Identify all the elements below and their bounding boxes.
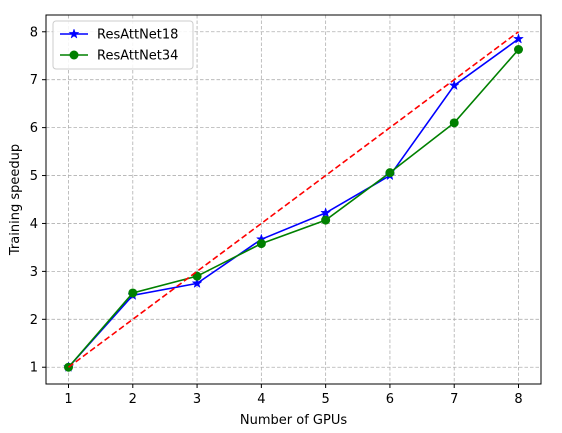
y-tick-label: 6 bbox=[30, 121, 38, 136]
series-line bbox=[67, 38, 519, 368]
star-marker bbox=[448, 79, 460, 91]
series-line bbox=[67, 48, 520, 368]
circle-marker bbox=[449, 118, 459, 128]
x-tick-label: 2 bbox=[129, 392, 137, 407]
y-tick-label: 5 bbox=[30, 169, 38, 184]
y-tick-label: 4 bbox=[30, 217, 38, 232]
circle-marker bbox=[385, 168, 395, 178]
grid-lines bbox=[46, 15, 541, 384]
legend-box bbox=[52, 20, 194, 70]
legend-label: ResAttNet18 bbox=[97, 28, 178, 43]
circle-marker bbox=[514, 45, 523, 55]
star-marker bbox=[68, 28, 80, 39]
circle-marker bbox=[128, 288, 138, 298]
series-group bbox=[64, 45, 523, 372]
x-axis-label: Number of GPUs bbox=[240, 413, 347, 428]
plot-frame bbox=[45, 14, 542, 385]
x-tick-label: 7 bbox=[450, 392, 458, 407]
series-group bbox=[68, 31, 519, 368]
legend-label: ResAttNet34 bbox=[97, 49, 178, 64]
y-tick-label: 2 bbox=[30, 313, 38, 328]
y-tick-label: 8 bbox=[30, 25, 38, 40]
axis-ticks: 1 2 3 4 5 6 7 8 1 2 3 4 5 6 7 8 bbox=[30, 25, 523, 407]
y-tick-label: 3 bbox=[30, 265, 38, 280]
star-marker bbox=[320, 207, 332, 218]
y-tick-label: 7 bbox=[30, 73, 38, 88]
x-tick-label: 1 bbox=[64, 392, 72, 407]
series-lines bbox=[63, 31, 524, 372]
circle-marker bbox=[69, 50, 79, 60]
circle-marker bbox=[321, 215, 331, 225]
y-tick-label: 1 bbox=[30, 361, 38, 376]
x-tick-label: 8 bbox=[514, 392, 522, 407]
x-tick-label: 6 bbox=[386, 392, 394, 407]
x-tick-label: 3 bbox=[193, 392, 201, 407]
circle-marker bbox=[256, 239, 266, 249]
legend-item: ResAttNet34 bbox=[60, 49, 178, 64]
series-line bbox=[68, 31, 519, 368]
star-marker bbox=[191, 277, 203, 289]
x-tick-label: 5 bbox=[322, 392, 330, 407]
x-tick-label: 4 bbox=[257, 392, 265, 407]
legend: ResAttNet18 ResAttNet34 bbox=[52, 20, 194, 70]
legend-item: ResAttNet18 bbox=[60, 28, 178, 43]
y-axis-label: Training speedup bbox=[8, 144, 23, 256]
star-marker bbox=[513, 33, 524, 44]
